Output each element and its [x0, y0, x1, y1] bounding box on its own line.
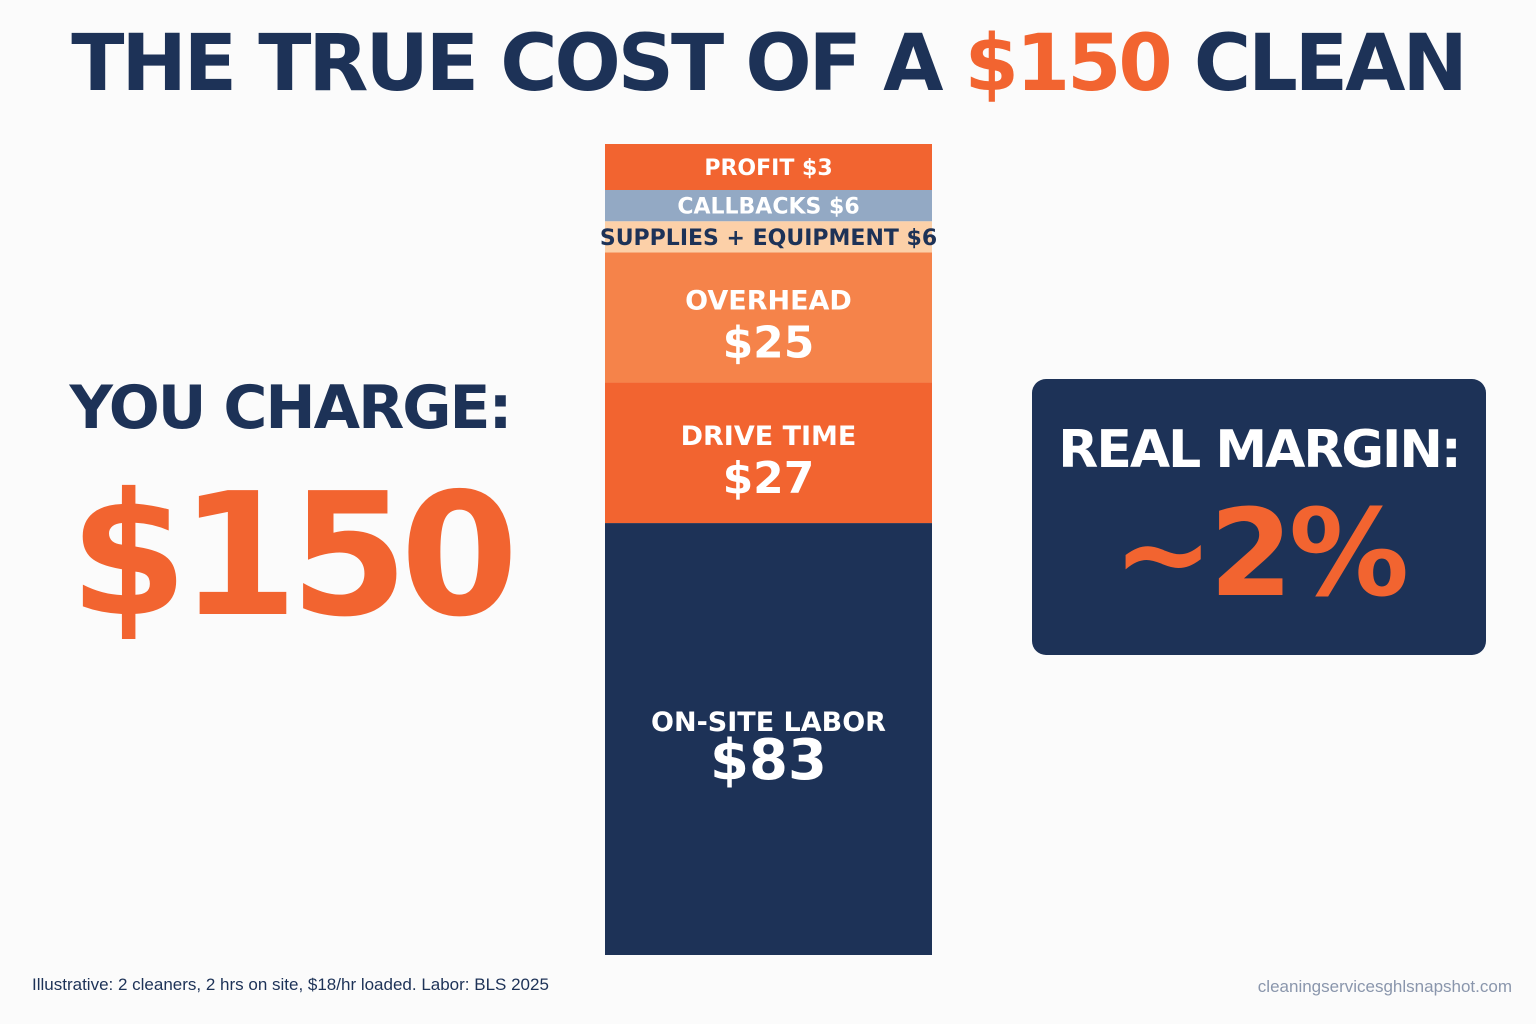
title-highlight: $150: [964, 19, 1173, 109]
you-charge-panel: YOU CHARGE: $150: [40, 370, 540, 666]
segment-value-on-site-labor: $83: [710, 728, 827, 793]
segment-label-overhead: OVERHEAD: [685, 286, 852, 317]
segment-label-drive-time: DRIVE TIME: [681, 421, 857, 452]
segment-value-overhead: $25: [723, 318, 815, 369]
you-charge-label: YOU CHARGE:: [69, 373, 512, 443]
segment-label-callbacks-6: CALLBACKS $6: [677, 195, 859, 220]
real-margin-panel: REAL MARGIN: ~2%: [1032, 379, 1486, 655]
real-margin-label: REAL MARGIN:: [1058, 420, 1461, 480]
bar-segment-supplies-equipment-6: [605, 221, 932, 253]
footnote: Illustrative: 2 cleaners, 2 hrs on site,…: [32, 975, 549, 994]
segment-label-on-site-labor: ON-SITE LABOR: [651, 707, 886, 738]
bar-segment-on-site-labor: [605, 523, 932, 955]
title-suffix: CLEAN: [1193, 19, 1468, 109]
bar-segment-profit-3: [605, 144, 932, 190]
you-charge-value: $150: [69, 457, 518, 655]
source-url: cleaningservicesghlsnapshot.com: [1257, 977, 1512, 996]
real-margin-value: ~2%: [1112, 485, 1409, 624]
page-title: THE TRUE COST OF A $150 CLEAN: [0, 14, 1536, 114]
title-prefix: THE TRUE COST OF A: [71, 19, 943, 109]
bar-segment-drive-time: [605, 382, 932, 524]
bar-segment-overhead: [605, 252, 932, 383]
segment-label-profit-3: PROFIT $3: [704, 156, 832, 181]
segment-label-supplies-equipment-6: SUPPLIES + EQUIPMENT $6: [600, 226, 937, 251]
bar-segment-callbacks-6: [605, 190, 932, 222]
segment-value-drive-time: $27: [723, 453, 815, 504]
